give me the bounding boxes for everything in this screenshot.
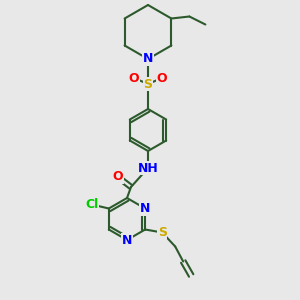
Text: Cl: Cl [85, 198, 98, 211]
Text: NH: NH [138, 161, 158, 175]
Text: O: O [157, 71, 167, 85]
Text: O: O [113, 170, 123, 184]
Text: N: N [122, 233, 132, 247]
Text: O: O [129, 71, 139, 85]
Text: N: N [143, 52, 153, 65]
Text: S: S [158, 226, 167, 239]
Text: S: S [143, 77, 152, 91]
Text: N: N [140, 202, 150, 215]
